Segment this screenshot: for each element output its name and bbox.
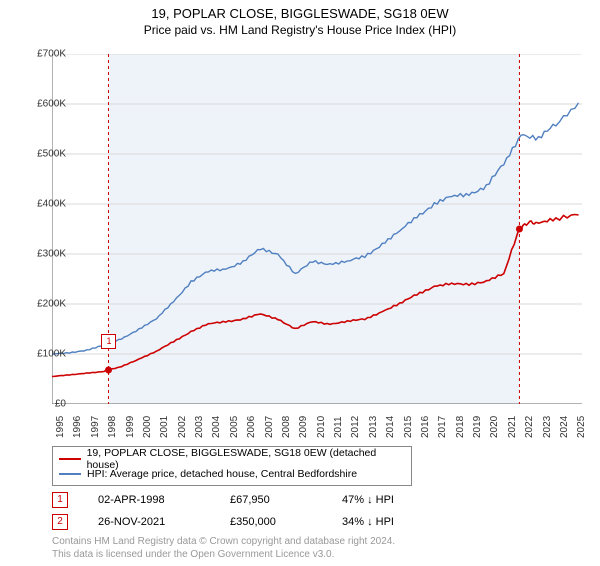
x-tick-label: 2014 bbox=[385, 416, 396, 438]
x-tick-label: 2020 bbox=[489, 416, 500, 438]
y-tick-label: £600K bbox=[37, 99, 66, 110]
x-tick-label: 2013 bbox=[368, 416, 379, 438]
y-tick-label: £700K bbox=[37, 49, 66, 60]
y-tick-label: £300K bbox=[37, 249, 66, 260]
chart-container: 19, POPLAR CLOSE, BIGGLESWADE, SG18 0EW … bbox=[0, 6, 600, 566]
y-tick-label: £100K bbox=[37, 349, 66, 360]
x-tick-label: 1998 bbox=[107, 416, 118, 438]
y-tick-label: £400K bbox=[37, 199, 66, 210]
legend-box: 19, POPLAR CLOSE, BIGGLESWADE, SG18 0EW … bbox=[52, 446, 412, 486]
x-tick-label: 2000 bbox=[142, 416, 153, 438]
x-tick-label: 2021 bbox=[507, 416, 518, 438]
x-tick-label: 2023 bbox=[542, 416, 553, 438]
x-tick-label: 2015 bbox=[403, 416, 414, 438]
legend-swatch bbox=[59, 473, 81, 475]
x-tick-label: 2001 bbox=[159, 416, 170, 438]
credits-text: Contains HM Land Registry data © Crown c… bbox=[52, 536, 572, 561]
chart-svg bbox=[52, 54, 582, 404]
x-tick-label: 2012 bbox=[350, 416, 361, 438]
annotation-price: £350,000 bbox=[230, 516, 320, 528]
y-tick-label: £0 bbox=[55, 399, 66, 410]
x-tick-label: 2008 bbox=[281, 416, 292, 438]
annotation-diff: 34% ↓ HPI bbox=[342, 516, 394, 528]
x-tick-label: 2016 bbox=[420, 416, 431, 438]
chart-marker-box: 1 bbox=[101, 334, 116, 349]
plot-area bbox=[52, 54, 582, 404]
x-tick-label: 1996 bbox=[72, 416, 83, 438]
legend-row: HPI: Average price, detached house, Cent… bbox=[59, 466, 405, 481]
x-tick-label: 2004 bbox=[211, 416, 222, 438]
x-tick-label: 2002 bbox=[177, 416, 188, 438]
legend-label: HPI: Average price, detached house, Cent… bbox=[87, 468, 357, 480]
annotation-id-box: 1 bbox=[52, 492, 68, 508]
x-tick-label: 2003 bbox=[194, 416, 205, 438]
x-tick-label: 2019 bbox=[472, 416, 483, 438]
y-tick-label: £500K bbox=[37, 149, 66, 160]
y-tick-label: £200K bbox=[37, 299, 66, 310]
x-tick-label: 2025 bbox=[576, 416, 587, 438]
annotation-price: £67,950 bbox=[230, 494, 320, 506]
x-tick-label: 2018 bbox=[455, 416, 466, 438]
x-tick-label: 2005 bbox=[229, 416, 240, 438]
x-tick-label: 2024 bbox=[559, 416, 570, 438]
x-tick-label: 1995 bbox=[55, 416, 66, 438]
x-tick-label: 1999 bbox=[125, 416, 136, 438]
legend-swatch bbox=[59, 458, 81, 460]
chart-title: 19, POPLAR CLOSE, BIGGLESWADE, SG18 0EW bbox=[0, 6, 600, 21]
legend-row: 19, POPLAR CLOSE, BIGGLESWADE, SG18 0EW … bbox=[59, 451, 405, 466]
x-tick-label: 2006 bbox=[246, 416, 257, 438]
x-tick-label: 2017 bbox=[437, 416, 448, 438]
chart-subtitle: Price paid vs. HM Land Registry's House … bbox=[0, 23, 600, 37]
x-tick-label: 2010 bbox=[316, 416, 327, 438]
x-tick-label: 1997 bbox=[90, 416, 101, 438]
annotation-diff: 47% ↓ HPI bbox=[342, 494, 394, 506]
annotation-date: 26-NOV-2021 bbox=[98, 516, 208, 528]
annotation-id-box: 2 bbox=[52, 514, 68, 530]
x-tick-label: 2007 bbox=[264, 416, 275, 438]
x-tick-label: 2022 bbox=[524, 416, 535, 438]
annotation-row: 2 26-NOV-2021 £350,000 34% ↓ HPI bbox=[52, 514, 572, 530]
annotation-row: 1 02-APR-1998 £67,950 47% ↓ HPI bbox=[52, 492, 572, 508]
x-tick-label: 2009 bbox=[298, 416, 309, 438]
annotation-date: 02-APR-1998 bbox=[98, 494, 208, 506]
x-tick-label: 2011 bbox=[333, 416, 344, 438]
